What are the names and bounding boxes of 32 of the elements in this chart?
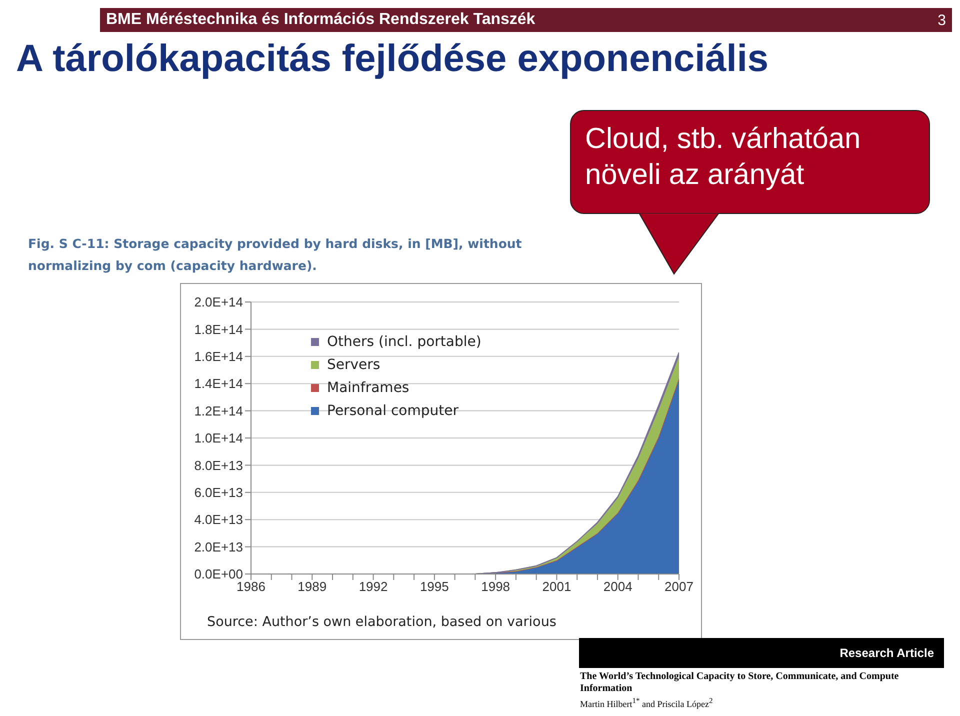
text: The World’s Technological Capacity to Store, Communicate, and Compute Information	[580, 671, 900, 695]
text: Cloud, stb. várhatóan növeli az arányát	[570, 110, 930, 214]
chart-subtitle: Fig. S C-11: Storage capacity provided by hard disks, in [MB], without normalizing by com (capacity hardware).	[28, 235, 523, 275]
legend-label: Servers	[327, 357, 380, 373]
y-tick-label: 8.0E+13	[194, 458, 243, 473]
x-tick-label: 2004	[603, 579, 632, 594]
text: 3	[938, 12, 946, 28]
y-tick-label: 1.8E+14	[194, 322, 243, 337]
legend-label: Mainframes	[327, 380, 410, 396]
y-tick-label: 2.0E+14	[194, 294, 243, 310]
x-tick-label: 1995	[420, 579, 449, 594]
x-tick-label: 1989	[298, 579, 327, 594]
legend-label: Personal computer	[327, 403, 458, 419]
text: Research Article	[579, 638, 944, 668]
y-tick-label: 4.0E+13	[194, 512, 243, 528]
y-tick-label: 1.0E+14	[194, 430, 243, 446]
y-tick-label: 1.6E+14	[194, 349, 243, 364]
x-tick-label: 1998	[481, 579, 510, 594]
x-tick-label: 2007	[664, 579, 694, 594]
text: BME Méréstechnika és Információs Rendszerek Tanszék	[106, 11, 536, 29]
x-tick-label: 2001	[542, 579, 572, 594]
x-tick-label: 1992	[358, 579, 388, 594]
y-tick-label: 0.0E+00	[194, 566, 243, 582]
x-tick-label: 1986	[236, 579, 266, 594]
legend-label: Others (incl. portable)	[327, 334, 482, 350]
chart-title: A tárolókapacitás fejlődése exponenciális	[16, 38, 769, 81]
y-tick-label: 1.4E+14	[194, 376, 243, 392]
source-note: Source: Author’s own elaboration, based on various	[207, 614, 556, 630]
y-tick-label: 2.0E+13	[194, 539, 243, 554]
y-tick-label: 1.2E+14	[194, 403, 243, 418]
y-tick-label: 6.0E+13	[194, 485, 243, 500]
text: Martin Hilbert$^{1*}$ and Priscila López$^{2}$	[580, 696, 713, 709]
